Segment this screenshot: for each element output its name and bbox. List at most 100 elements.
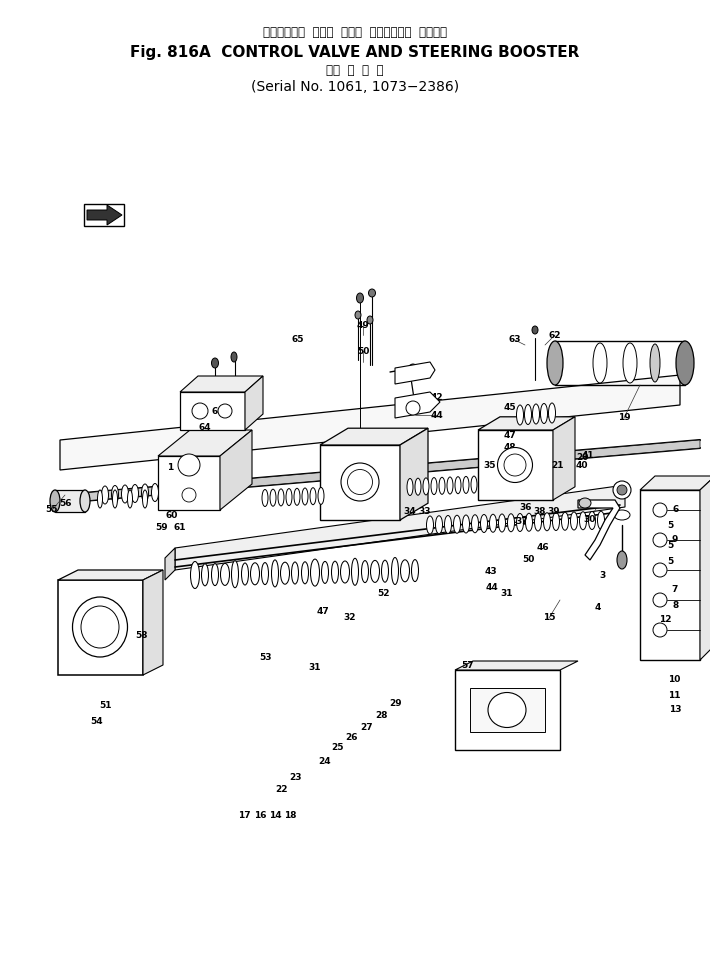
Text: 5: 5 [667,541,673,549]
Polygon shape [700,476,710,660]
Text: 35: 35 [484,461,496,469]
Text: 14: 14 [268,810,281,819]
Text: 60: 60 [166,510,178,519]
Text: 47: 47 [317,608,329,617]
Ellipse shape [368,289,376,297]
Polygon shape [220,430,252,510]
Polygon shape [175,485,625,570]
Text: 18: 18 [284,810,296,819]
Text: 59: 59 [155,522,168,532]
Text: 30: 30 [584,515,596,525]
Ellipse shape [498,514,506,532]
Ellipse shape [617,485,627,495]
Text: 64: 64 [199,424,212,432]
Text: 24: 24 [319,758,332,767]
Ellipse shape [516,513,523,532]
Ellipse shape [412,560,418,581]
Ellipse shape [406,401,420,415]
Ellipse shape [322,561,329,583]
Ellipse shape [552,512,559,531]
Ellipse shape [190,561,200,588]
Text: 5: 5 [667,557,673,567]
Ellipse shape [231,561,239,587]
Ellipse shape [111,485,119,504]
Ellipse shape [653,593,667,607]
Ellipse shape [415,478,421,495]
Ellipse shape [427,516,434,534]
Text: 65: 65 [292,335,305,345]
Ellipse shape [367,316,373,324]
Text: (Serial No. 1061, 1073−2386): (Serial No. 1061, 1073−2386) [251,80,459,94]
Ellipse shape [294,488,300,506]
Ellipse shape [489,514,496,532]
Text: 31: 31 [309,663,321,672]
Ellipse shape [391,557,398,584]
Text: 31: 31 [501,589,513,598]
Text: コントロール  バルブ  および  ステアリング  ブースタ: コントロール バルブ および ステアリング ブースタ [263,25,447,39]
Text: 4: 4 [595,604,601,613]
Ellipse shape [143,490,148,508]
Polygon shape [180,392,245,430]
Ellipse shape [653,563,667,577]
Ellipse shape [270,489,276,506]
Ellipse shape [549,403,555,423]
Ellipse shape [121,485,129,503]
Ellipse shape [151,483,158,502]
Text: 23: 23 [290,773,302,782]
Text: 36: 36 [520,504,532,512]
Text: 42: 42 [431,393,443,402]
Text: 41: 41 [581,451,594,460]
Ellipse shape [231,352,237,362]
Ellipse shape [454,515,461,533]
Ellipse shape [112,490,117,508]
Ellipse shape [407,478,413,496]
Text: 17: 17 [238,810,251,819]
Ellipse shape [525,404,532,425]
Ellipse shape [504,454,526,476]
Ellipse shape [251,563,259,584]
Text: 20: 20 [576,454,588,463]
Ellipse shape [435,516,442,534]
Ellipse shape [650,344,660,382]
Ellipse shape [355,311,361,319]
Polygon shape [180,376,263,392]
Text: 16: 16 [253,810,266,819]
Polygon shape [455,661,578,670]
Text: 57: 57 [462,660,474,669]
Ellipse shape [455,476,461,494]
Text: 46: 46 [537,543,550,552]
Polygon shape [470,688,545,732]
Polygon shape [400,429,428,520]
Polygon shape [395,362,435,384]
Ellipse shape [371,560,380,582]
Ellipse shape [347,469,373,495]
Ellipse shape [81,606,119,648]
Text: 27: 27 [361,723,373,731]
Polygon shape [158,456,220,510]
Ellipse shape [261,563,268,584]
Polygon shape [455,670,560,750]
Ellipse shape [653,533,667,547]
Ellipse shape [598,511,604,529]
Text: 32: 32 [344,614,356,622]
Text: 11: 11 [667,691,680,699]
Text: 61: 61 [174,522,186,532]
Ellipse shape [444,515,452,534]
Ellipse shape [310,488,316,505]
Ellipse shape [102,486,109,504]
Text: 43: 43 [485,568,497,577]
Ellipse shape [302,562,309,583]
Text: 6: 6 [673,506,679,514]
Ellipse shape [286,489,292,506]
Ellipse shape [332,561,339,583]
Polygon shape [58,580,143,675]
Ellipse shape [202,564,209,585]
Ellipse shape [532,404,540,424]
Text: 26: 26 [346,733,359,742]
Ellipse shape [218,404,232,418]
Text: 63: 63 [509,335,521,345]
Text: 15: 15 [542,614,555,622]
Text: 7: 7 [672,585,678,594]
Ellipse shape [593,343,607,383]
Text: 8: 8 [673,601,679,610]
